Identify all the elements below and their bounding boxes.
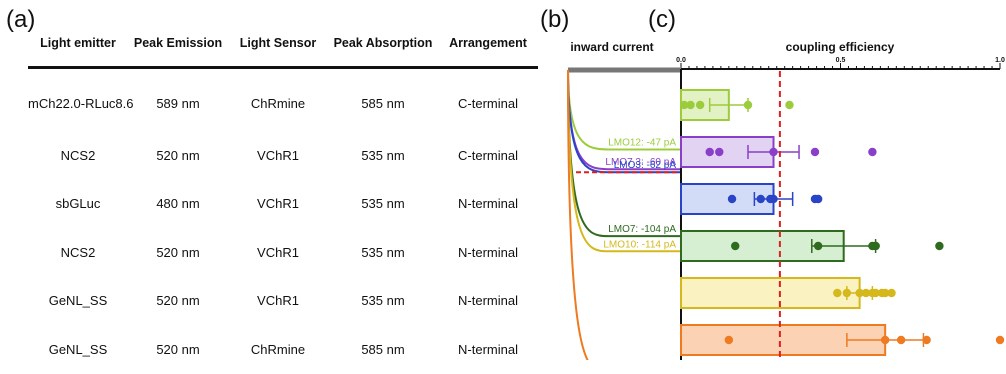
data-point — [868, 148, 876, 156]
data-point — [769, 195, 777, 203]
data-point — [785, 101, 793, 109]
trace-label: LMO3: -62 pA — [614, 160, 677, 171]
data-point — [728, 195, 736, 203]
data-point — [715, 148, 723, 156]
data-point — [725, 336, 733, 344]
trace-line — [568, 70, 680, 236]
data-point — [686, 101, 694, 109]
trace-label: LMO10: -114 pA — [603, 239, 676, 250]
trace-title: inward current — [570, 40, 653, 54]
data-point — [744, 101, 752, 109]
data-point — [814, 242, 822, 250]
data-point — [843, 289, 851, 297]
bar-lmo10 — [681, 278, 860, 308]
chart-title: coupling efficiency — [786, 40, 895, 54]
data-point — [833, 289, 841, 297]
trace-label: LMO7: -104 pA — [608, 224, 676, 235]
data-point — [996, 336, 1004, 344]
data-point — [935, 242, 943, 250]
x-tick-label: 0.5 — [836, 57, 846, 64]
trace-line — [568, 70, 680, 360]
data-point — [811, 148, 819, 156]
data-point — [881, 336, 889, 344]
data-point — [696, 101, 704, 109]
data-point — [897, 336, 905, 344]
x-tick-label: 0.0 — [676, 57, 686, 64]
trace-label: LMO12: -47 pA — [608, 137, 676, 148]
data-point — [769, 148, 777, 156]
data-point — [814, 195, 822, 203]
data-point — [706, 148, 714, 156]
data-point — [757, 195, 765, 203]
trace-line — [568, 70, 680, 169]
data-point — [922, 336, 930, 344]
data-point — [731, 242, 739, 250]
x-tick-label: 1.0 — [995, 57, 1005, 64]
data-point — [871, 242, 879, 250]
data-point — [887, 289, 895, 297]
